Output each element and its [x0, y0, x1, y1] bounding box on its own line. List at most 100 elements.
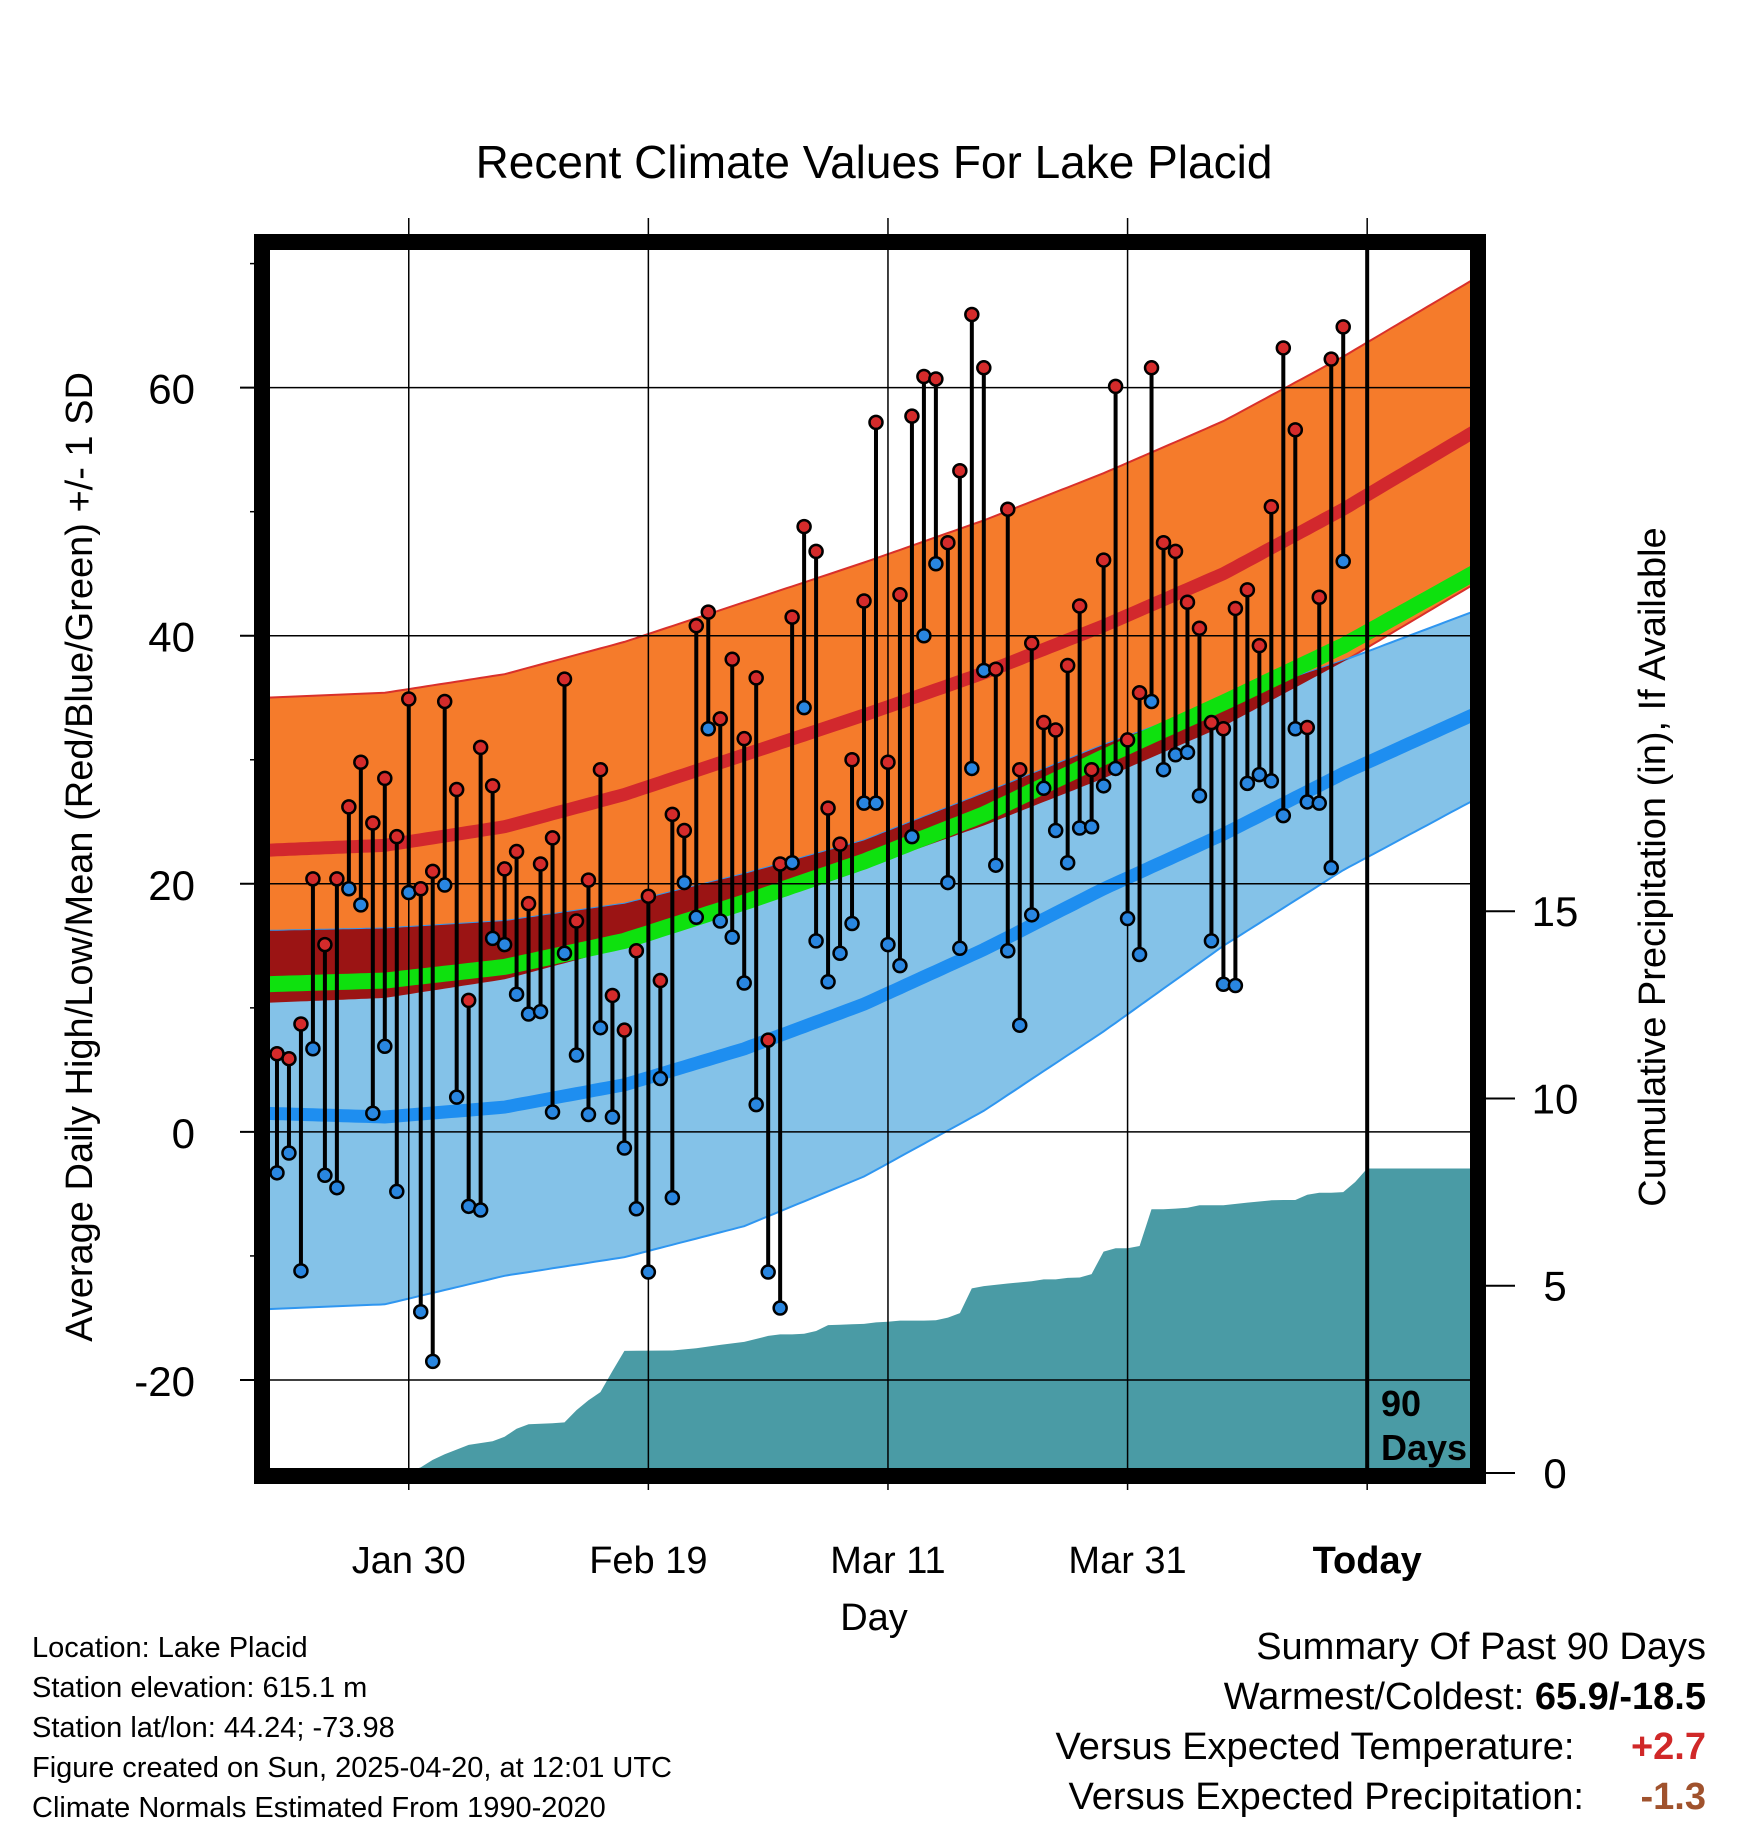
low-temp-point: [628, 1201, 645, 1217]
low-temp-point: [377, 1038, 393, 1055]
high-temp-point: [604, 987, 621, 1004]
high-temp-point: [1143, 360, 1160, 376]
low-temp-point: [484, 930, 501, 947]
high-temp-point: [353, 754, 369, 770]
latlon-text: Station lat/lon: 44.24; -73.98: [32, 1712, 395, 1744]
high-temp-point: [1047, 722, 1064, 738]
low-temp-point: [904, 828, 920, 845]
high-temp-point: [1179, 594, 1196, 610]
temperature-label: Versus Expected Temperature:: [1055, 1726, 1575, 1768]
low-temp-point: [784, 854, 800, 871]
high-temp-point: [892, 587, 908, 603]
low-temp-point: [508, 986, 525, 1002]
high-temp-point: [1012, 761, 1028, 778]
high-temp-point: [1299, 719, 1316, 736]
low-temp-point: [568, 1047, 585, 1063]
precipitation-row: Versus Expected Precipitation: -1.3: [1055, 1772, 1706, 1822]
low-temp-point: [1023, 907, 1040, 923]
high-temp-point: [700, 604, 717, 620]
high-temp-point: [412, 881, 429, 897]
low-temp-point: [988, 857, 1004, 873]
low-temp-point: [412, 1303, 429, 1320]
high-temp-point: [688, 618, 705, 634]
high-temp-point: [988, 661, 1004, 677]
low-temp-point: [868, 795, 884, 811]
high-temp-point: [652, 972, 669, 989]
low-temp-point: [1155, 761, 1172, 778]
warmest-coldest-row: Warmest/Coldest: 65.9/-18.5: [1055, 1672, 1706, 1722]
high-temp-point: [976, 360, 992, 376]
low-temp-point: [305, 1041, 321, 1057]
high-temp-point: [460, 992, 477, 1009]
temperature-row: Versus Expected Temperature: +2.7: [1055, 1722, 1706, 1772]
high-temp-point: [556, 671, 573, 687]
y2-tick-label: 10: [1532, 1075, 1579, 1122]
high-temp-point: [724, 651, 740, 668]
high-temp-point: [377, 770, 393, 787]
high-temp-point: [1083, 761, 1100, 778]
high-temp-point: [1203, 714, 1220, 731]
x-axis-label: Day: [840, 1597, 908, 1639]
low-temp-point: [880, 936, 896, 953]
high-temp-point: [1215, 721, 1232, 737]
low-temp-point: [1012, 1017, 1028, 1033]
x-tick-label: Mar 31: [1068, 1540, 1186, 1582]
high-temp-point: [736, 730, 752, 747]
high-temp-point: [1239, 582, 1256, 598]
high-temp-point: [281, 1050, 297, 1067]
y2-axis-label: Cumulative Precipitation (in), If Availa…: [1632, 527, 1674, 1206]
high-temp-point: [532, 856, 549, 872]
low-temp-point: [1083, 818, 1100, 835]
low-temp-point: [341, 881, 357, 897]
high-temp-point: [1071, 598, 1088, 614]
high-temp-point: [1095, 552, 1112, 568]
low-temp-point: [640, 1264, 657, 1280]
high-temp-point: [964, 306, 980, 323]
high-temp-point: [880, 754, 896, 770]
high-temp-point: [712, 711, 728, 727]
low-temp-point: [580, 1106, 597, 1123]
high-temp-point: [1287, 422, 1304, 438]
high-temp-point: [1227, 600, 1244, 617]
summary-heading: Summary Of Past 90 Days: [1256, 1626, 1706, 1668]
low-temp-point: [424, 1353, 441, 1370]
high-temp-point: [1275, 340, 1292, 356]
x-tick-label: Today: [1313, 1540, 1422, 1582]
warmest-coldest-value: 65.9/-18.5: [1534, 1676, 1706, 1718]
low-temp-point: [808, 933, 824, 949]
high-temp-point: [448, 781, 465, 798]
high-temp-point: [1311, 589, 1328, 606]
high-temp-point: [1035, 714, 1052, 731]
high-temp-point: [628, 943, 645, 959]
location-text: Location: Lake Placid: [32, 1632, 308, 1664]
high-temp-point: [928, 371, 944, 387]
low-temp-point: [1323, 859, 1339, 876]
low-temp-point: [1263, 773, 1280, 789]
high-temp-point: [592, 761, 609, 778]
low-temp-point: [844, 915, 860, 932]
low-temp-point: [1203, 933, 1220, 949]
low-temp-point: [1179, 744, 1196, 761]
x-tick-label: Mar 11: [830, 1540, 945, 1582]
x-tick-label: Jan 30: [352, 1540, 466, 1582]
low-temp-point: [353, 897, 369, 913]
high-temp-point: [616, 1022, 633, 1038]
y-tick-label: 40: [148, 614, 195, 661]
warmest-coldest-label: Warmest/Coldest:: [1223, 1676, 1525, 1718]
low-temp-point: [1131, 946, 1148, 963]
high-temp-point: [401, 691, 417, 707]
low-temp-point: [1107, 760, 1124, 777]
precipitation-value: -1.3: [1640, 1776, 1706, 1818]
low-temp-point: [1251, 766, 1268, 783]
y-tick-label: 20: [148, 862, 195, 909]
low-temp-point: [556, 945, 573, 962]
low-temp-point: [604, 1109, 621, 1125]
high-temp-point: [1119, 732, 1136, 748]
low-temp-point: [892, 957, 908, 974]
low-temp-point: [724, 929, 740, 945]
high-temp-point: [1059, 657, 1076, 674]
y2-tick-label: 15: [1532, 888, 1579, 935]
low-temp-point: [532, 1003, 549, 1020]
high-temp-point: [424, 863, 441, 880]
low-temp-point: [832, 945, 848, 962]
